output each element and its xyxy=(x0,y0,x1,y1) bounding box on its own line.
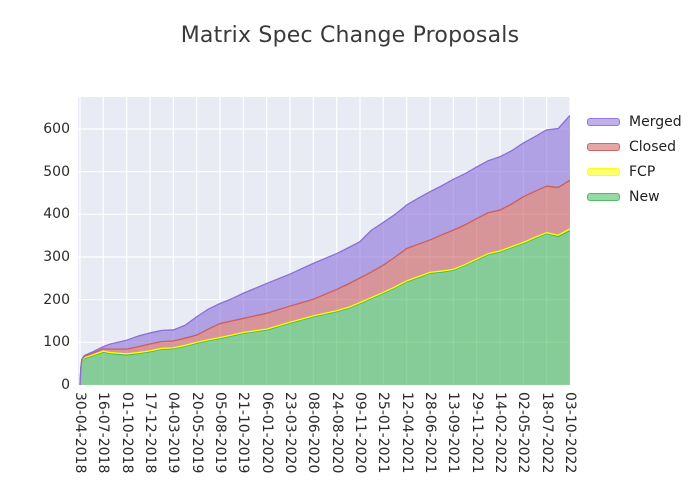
legend-item-closed: Closed xyxy=(587,134,682,159)
line-new xyxy=(79,229,571,386)
line-merged xyxy=(79,114,571,386)
line-fcp xyxy=(79,228,571,386)
x-tick-label: 01-10-2018 xyxy=(118,392,135,474)
x-tick-label: 21-10-2019 xyxy=(235,392,252,474)
plot-canvas xyxy=(78,97,571,386)
legend-label: Merged xyxy=(629,113,682,130)
y-tick-label: 400 xyxy=(43,206,70,223)
x-tick-label: 05-08-2019 xyxy=(212,392,228,474)
x-tick-label: 18-07-2022 xyxy=(538,392,555,474)
x-tick-label: 02-05-2022 xyxy=(515,392,532,474)
legend: Merged Closed FCP New xyxy=(587,109,682,209)
x-tick-label: 03-10-2022 xyxy=(562,392,578,474)
x-tick-label: 16-07-2018 xyxy=(95,392,112,474)
area-closed xyxy=(80,180,570,385)
legend-label: New xyxy=(629,188,660,205)
legend-label: Closed xyxy=(629,138,677,155)
x-tick-label: 06-01-2020 xyxy=(258,392,275,474)
y-tick-label: 100 xyxy=(43,334,70,351)
x-tick-label: 24-08-2020 xyxy=(328,392,345,474)
plot-area xyxy=(78,97,571,386)
y-tick-label: 600 xyxy=(43,121,70,137)
x-tick-label: 28-06-2021 xyxy=(422,392,438,474)
legend-item-fcp: FCP xyxy=(587,159,682,184)
y-tick-label: 500 xyxy=(43,163,70,180)
legend-swatch-closed xyxy=(587,142,620,151)
x-tick-label: 13-09-2021 xyxy=(445,392,462,474)
legend-item-merged: Merged xyxy=(587,109,682,134)
x-tick-label: 04-03-2019 xyxy=(165,392,182,474)
x-tick-label: 23-03-2020 xyxy=(282,392,298,474)
x-tick-label: 12-04-2021 xyxy=(398,392,415,474)
x-tick-label: 17-12-2018 xyxy=(142,392,158,474)
legend-swatch-fcp xyxy=(587,167,620,176)
y-tick-label: 200 xyxy=(43,291,70,308)
x-tick-label: 25-01-2021 xyxy=(375,392,392,474)
x-tick-label: 08-06-2020 xyxy=(305,392,322,474)
y-tick-label: 300 xyxy=(43,249,70,265)
y-tick-label: 0 xyxy=(61,377,70,393)
legend-swatch-merged xyxy=(587,117,620,126)
x-tick-label: 20-05-2019 xyxy=(188,392,205,474)
area-new xyxy=(80,230,570,385)
x-tick-label: 30-04-2018 xyxy=(72,392,88,474)
x-tick-label: 09-11-2020 xyxy=(352,392,368,474)
y-axis: 0 100 200 300 400 500 600 xyxy=(0,0,70,500)
legend-swatch-new xyxy=(587,192,620,201)
chart-title: Matrix Spec Change Proposals xyxy=(180,23,520,48)
legend-item-new: New xyxy=(587,184,682,209)
line-closed xyxy=(79,179,571,386)
legend-label: FCP xyxy=(629,163,656,180)
x-tick-label: 14-02-2022 xyxy=(492,392,508,474)
x-tick-label: 29-11-2021 xyxy=(468,392,485,474)
